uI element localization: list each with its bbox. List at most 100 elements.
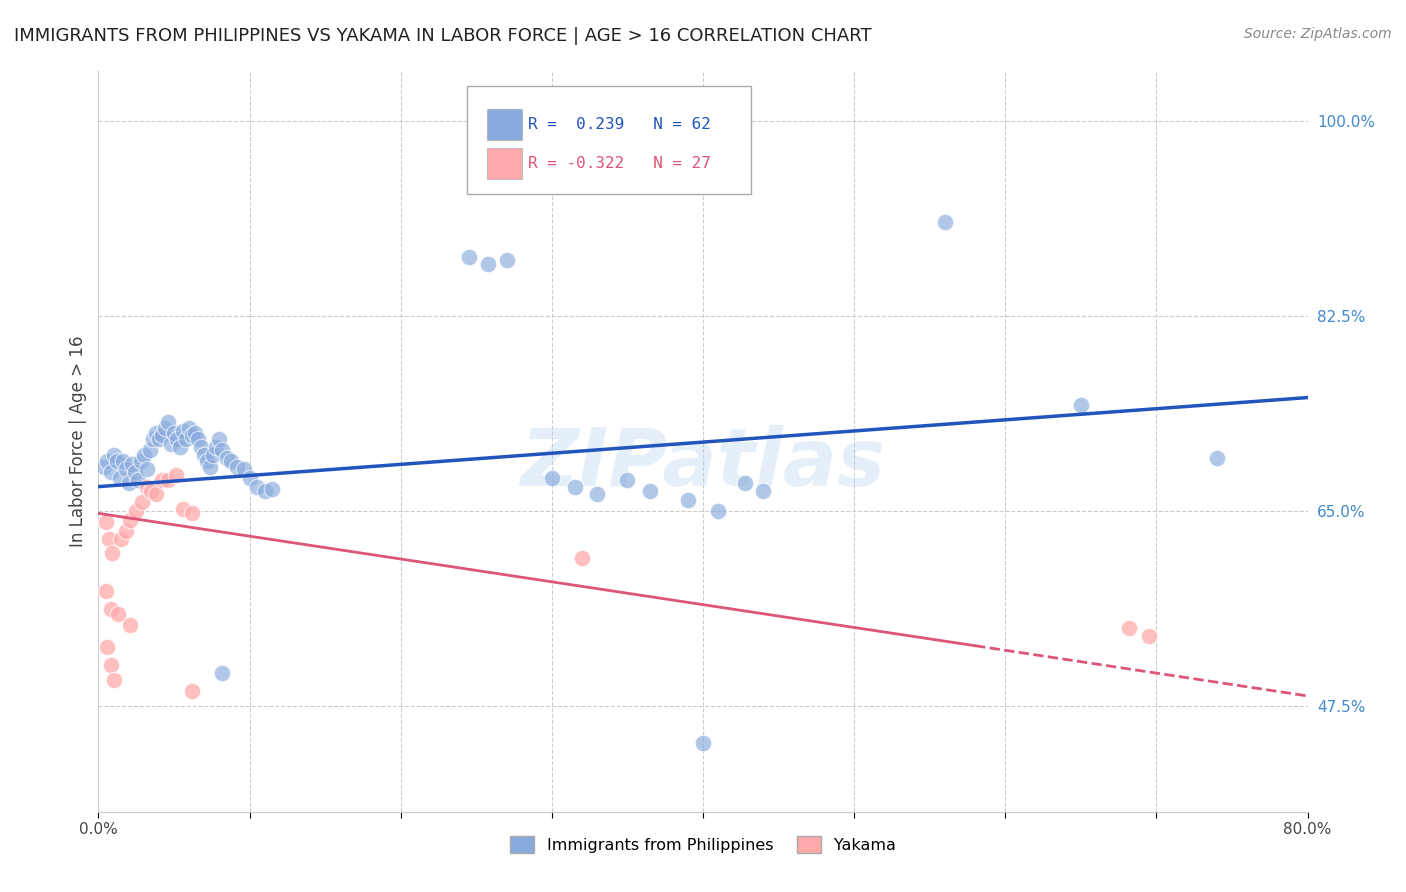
Point (107, 607, 129, 621)
Point (131, 495, 153, 509)
Point (100, 602, 122, 616)
Point (110, 532, 132, 546)
Point (734, 476, 756, 491)
Point (232, 462, 254, 476)
Point (202, 449, 225, 463)
Point (477, 257, 499, 271)
Point (184, 426, 207, 441)
Point (96, 454, 118, 468)
Point (571, 550, 593, 565)
Point (94, 515, 117, 529)
Point (156, 415, 179, 429)
Point (586, 487, 609, 501)
Point (101, 546, 124, 560)
Point (135, 480, 157, 494)
Point (100, 657, 122, 672)
Point (135, 462, 157, 476)
Point (150, 428, 173, 442)
Point (707, 504, 730, 518)
Point (540, 471, 562, 485)
Point (181, 684, 204, 698)
Point (208, 432, 231, 446)
Point (181, 507, 204, 521)
Point (153, 420, 176, 434)
Point (150, 473, 173, 487)
Point (141, 484, 163, 499)
Point (211, 442, 233, 457)
Point (172, 424, 194, 438)
Point (638, 484, 661, 499)
Text: ZIPatlas: ZIPatlas (520, 425, 886, 503)
Text: Source: ZipAtlas.com: Source: ZipAtlas.com (1244, 27, 1392, 41)
Point (692, 736, 714, 750)
Point (145, 487, 167, 501)
Y-axis label: In Labor Force | Age > 16: In Labor Force | Age > 16 (69, 335, 87, 548)
Point (127, 473, 149, 487)
Point (934, 214, 956, 228)
Point (181, 428, 204, 442)
Text: R = -0.322   N = 27: R = -0.322 N = 27 (527, 156, 710, 170)
Legend: Immigrants from Philippines, Yakama: Immigrants from Philippines, Yakama (503, 830, 903, 859)
Point (120, 513, 142, 527)
Point (125, 504, 148, 518)
Point (169, 440, 191, 454)
Point (564, 480, 586, 494)
Point (103, 449, 125, 463)
Point (114, 524, 136, 538)
Point (93, 459, 115, 474)
Point (160, 437, 183, 451)
Point (163, 426, 186, 441)
Point (1206, 450, 1229, 465)
Point (205, 440, 228, 454)
Text: IMMIGRANTS FROM PHILIPPINES VS YAKAMA IN LABOR FORCE | AGE > 16 CORRELATION CHAR: IMMIGRANTS FROM PHILIPPINES VS YAKAMA IN… (14, 27, 872, 45)
Point (616, 473, 638, 487)
Point (262, 482, 284, 496)
Point (165, 468, 187, 483)
Point (124, 465, 146, 479)
FancyBboxPatch shape (486, 147, 522, 178)
Point (211, 665, 233, 680)
Point (121, 458, 143, 472)
Point (226, 459, 249, 474)
Point (172, 502, 194, 516)
Point (148, 432, 170, 446)
Point (105, 454, 128, 468)
Point (253, 484, 276, 499)
Point (129, 454, 152, 468)
Point (239, 471, 262, 485)
Point (103, 673, 125, 688)
Point (195, 454, 218, 468)
Point (100, 465, 122, 479)
Point (174, 432, 197, 446)
Point (179, 420, 201, 434)
Point (156, 473, 179, 487)
Point (457, 250, 479, 264)
Point (120, 617, 142, 632)
Point (193, 449, 215, 463)
Point (114, 462, 136, 476)
FancyBboxPatch shape (467, 87, 751, 194)
Point (132, 449, 155, 463)
Point (246, 480, 269, 494)
Point (1118, 621, 1140, 635)
Point (1137, 629, 1160, 643)
Text: R =  0.239   N = 62: R = 0.239 N = 62 (527, 117, 710, 132)
Point (200, 459, 222, 474)
Point (190, 440, 212, 454)
Point (98, 532, 121, 546)
Point (1070, 398, 1092, 412)
Point (94, 584, 117, 599)
Point (166, 432, 188, 446)
Point (187, 432, 209, 446)
Point (111, 454, 134, 468)
Point (118, 476, 141, 491)
Point (752, 484, 775, 499)
Point (108, 471, 131, 485)
Point (139, 442, 162, 457)
FancyBboxPatch shape (486, 109, 522, 140)
Point (221, 454, 243, 468)
Point (145, 426, 167, 441)
Point (495, 252, 517, 267)
Point (215, 450, 238, 465)
Point (96, 640, 118, 654)
